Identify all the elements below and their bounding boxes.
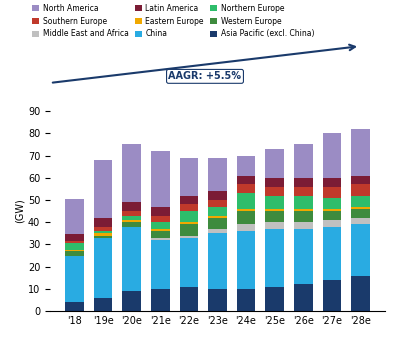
- Bar: [122, 216, 141, 220]
- Bar: [265, 149, 284, 178]
- Bar: [65, 241, 84, 243]
- Bar: [237, 155, 255, 176]
- Bar: [180, 287, 198, 311]
- Bar: [322, 227, 341, 280]
- Bar: [351, 207, 370, 209]
- Bar: [265, 222, 284, 229]
- Bar: [94, 233, 112, 236]
- Bar: [208, 191, 227, 200]
- Bar: [265, 211, 284, 222]
- Bar: [208, 233, 227, 289]
- Bar: [294, 187, 312, 195]
- Bar: [151, 229, 170, 231]
- Bar: [208, 158, 227, 191]
- Bar: [351, 184, 370, 195]
- Bar: [151, 151, 170, 207]
- Bar: [208, 207, 227, 216]
- Bar: [151, 231, 170, 238]
- Bar: [265, 178, 284, 187]
- Bar: [208, 229, 227, 233]
- Bar: [180, 158, 198, 195]
- Bar: [208, 200, 227, 207]
- Bar: [65, 235, 84, 241]
- Bar: [294, 222, 312, 229]
- Bar: [94, 236, 112, 238]
- Bar: [265, 229, 284, 287]
- Bar: [294, 145, 312, 178]
- Bar: [294, 211, 312, 222]
- Bar: [151, 238, 170, 240]
- Bar: [151, 222, 170, 229]
- Bar: [322, 220, 341, 227]
- Bar: [122, 145, 141, 202]
- Bar: [294, 209, 312, 211]
- Bar: [94, 160, 112, 218]
- Text: AAGR: +5.5%: AAGR: +5.5%: [168, 71, 242, 81]
- Bar: [151, 216, 170, 222]
- Bar: [65, 251, 84, 255]
- Bar: [65, 243, 84, 250]
- Bar: [322, 178, 341, 187]
- Bar: [237, 176, 255, 184]
- Bar: [237, 193, 255, 209]
- Bar: [122, 222, 141, 227]
- Y-axis label: (GW): (GW): [15, 199, 25, 223]
- Bar: [265, 195, 284, 209]
- Bar: [122, 227, 141, 291]
- Bar: [151, 207, 170, 216]
- Bar: [180, 222, 198, 224]
- Bar: [151, 240, 170, 289]
- Bar: [265, 187, 284, 195]
- Bar: [351, 129, 370, 176]
- Bar: [94, 238, 112, 298]
- Bar: [351, 218, 370, 224]
- Bar: [322, 209, 341, 211]
- Bar: [122, 291, 141, 311]
- Bar: [65, 255, 84, 302]
- Bar: [294, 284, 312, 311]
- Bar: [265, 287, 284, 311]
- Bar: [94, 218, 112, 227]
- Bar: [180, 195, 198, 205]
- Bar: [322, 211, 341, 220]
- Bar: [237, 289, 255, 311]
- Bar: [351, 276, 370, 311]
- Bar: [65, 250, 84, 251]
- Bar: [180, 236, 198, 238]
- Bar: [351, 209, 370, 218]
- Bar: [94, 298, 112, 311]
- Bar: [122, 202, 141, 211]
- Bar: [237, 211, 255, 224]
- Bar: [351, 176, 370, 184]
- Bar: [180, 205, 198, 211]
- Bar: [294, 195, 312, 209]
- Bar: [208, 289, 227, 311]
- Bar: [237, 209, 255, 211]
- Bar: [151, 289, 170, 311]
- Bar: [265, 209, 284, 211]
- Bar: [94, 231, 112, 233]
- Bar: [322, 133, 341, 178]
- Bar: [65, 302, 84, 311]
- Bar: [237, 184, 255, 193]
- Bar: [94, 227, 112, 231]
- Bar: [65, 199, 84, 235]
- Bar: [351, 224, 370, 276]
- Bar: [122, 211, 141, 216]
- Legend: North America, Southern Europe, Middle East and Africa, Latin America, Eastern E: North America, Southern Europe, Middle E…: [32, 4, 314, 39]
- Bar: [294, 229, 312, 284]
- Bar: [208, 218, 227, 229]
- Bar: [237, 231, 255, 289]
- Bar: [180, 224, 198, 236]
- Bar: [294, 178, 312, 187]
- Bar: [322, 198, 341, 209]
- Bar: [237, 224, 255, 231]
- Bar: [351, 195, 370, 207]
- Bar: [180, 238, 198, 287]
- Bar: [180, 211, 198, 222]
- Bar: [322, 280, 341, 311]
- Bar: [122, 220, 141, 222]
- Bar: [322, 187, 341, 198]
- Bar: [208, 216, 227, 218]
